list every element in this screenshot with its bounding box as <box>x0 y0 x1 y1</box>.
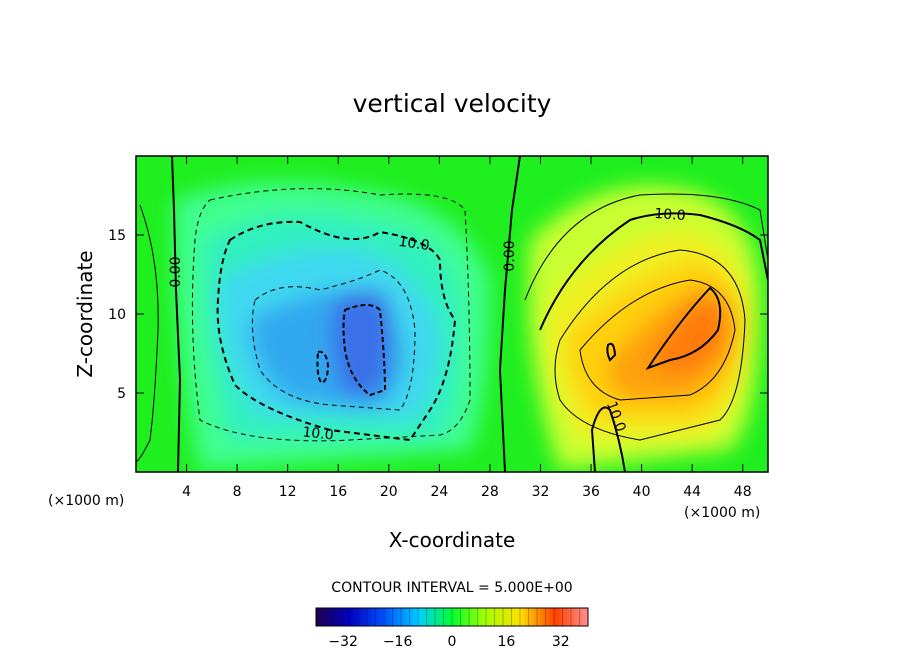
chart-title: vertical velocity <box>353 89 552 118</box>
x-tick-label: 16 <box>329 484 347 500</box>
contour-lines <box>136 156 768 472</box>
contour-zero-left <box>171 156 182 472</box>
contour-neg10 <box>216 220 457 442</box>
contour-label-pos10-top: 10.0 <box>654 206 686 224</box>
contour-label-neg10-bottom: 10.0 <box>302 424 335 443</box>
contour-zero-right <box>498 156 521 472</box>
x-unit-label: (×1000 m) <box>684 505 760 521</box>
x-tick-label: 28 <box>481 484 499 500</box>
plot-area: 0.00 0.00 10.0 10.0 10.0 10.0 <box>136 156 768 472</box>
contour-neg25-b <box>316 350 330 385</box>
colorbar: −32 −16 0 16 32 <box>315 607 589 650</box>
z-axis-ticks: 5 10 15 <box>108 228 768 402</box>
contour-pos15 <box>554 249 746 441</box>
contour-label-zero-right: 0.00 <box>502 240 518 271</box>
colorbar-ticks: −32 −16 0 16 32 <box>324 608 580 650</box>
x-tick-label: 32 <box>532 484 550 500</box>
updraft-peak <box>650 295 724 375</box>
colorbar-tick-label: −32 <box>328 634 358 650</box>
z-tick-label: 15 <box>108 228 126 244</box>
x-tick-label: 4 <box>182 484 191 500</box>
x-axis-label: X-coordinate <box>389 528 516 552</box>
z-tick-label: 5 <box>117 386 126 402</box>
x-tick-label: 8 <box>233 484 242 500</box>
x-tick-label: 12 <box>279 484 297 500</box>
x-tick-label: 44 <box>683 484 701 500</box>
field-shading <box>174 182 760 471</box>
x-tick-label: 36 <box>582 484 600 500</box>
contour-pos25 <box>645 286 722 370</box>
x-axis-ticks: 4 8 12 16 20 24 28 32 36 40 44 48 <box>182 156 752 500</box>
x-tick-label: 20 <box>380 484 398 500</box>
contour-pos10-lower <box>590 406 626 472</box>
contour-value-labels: 0.00 0.00 10.0 10.0 10.0 10.0 <box>168 206 686 444</box>
x-tick-label: 24 <box>430 484 448 500</box>
colorbar-fill <box>315 607 589 627</box>
downdraft-peak <box>331 290 392 395</box>
x-tick-label: 40 <box>633 484 651 500</box>
contour-neg15 <box>251 269 416 411</box>
z-axis-label: Z-coordinate <box>73 250 97 377</box>
contour-neg5 <box>191 188 471 442</box>
contour-pos20 <box>579 279 736 401</box>
x-tick-label: 48 <box>734 484 752 500</box>
contour-pos25-small <box>606 342 617 362</box>
colorbar-tick-label: 16 <box>497 634 515 650</box>
contour-label-neg10-top: 10.0 <box>397 234 430 254</box>
contour-pos10 <box>539 212 768 331</box>
contour-weak-left <box>136 204 159 463</box>
colorbar-tick-label: 32 <box>552 634 570 650</box>
colorbar-tick-label: −16 <box>383 634 413 650</box>
contour-pos5-outer <box>524 193 768 301</box>
colorbar-tick-label: 0 <box>448 634 457 650</box>
contour-interval-text: CONTOUR INTERVAL = 5.000E+00 <box>331 580 572 596</box>
contour-label-zero-left: 0.00 <box>168 256 184 287</box>
z-unit-label: (×1000 m) <box>48 493 124 509</box>
z-tick-label: 10 <box>108 307 126 323</box>
